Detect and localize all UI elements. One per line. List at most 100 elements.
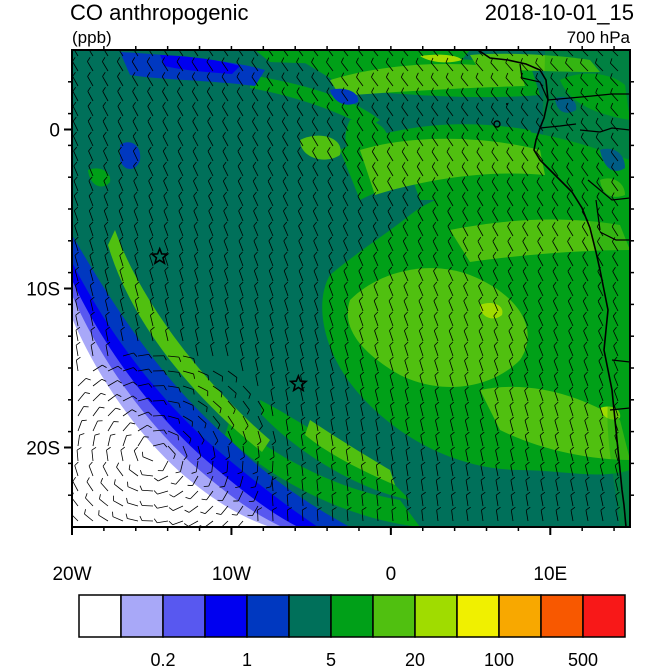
wind-barb <box>118 176 124 192</box>
wind-barb <box>551 207 559 222</box>
wind-barb <box>170 475 184 485</box>
colorbar-box <box>246 594 290 638</box>
wind-barb <box>195 341 200 357</box>
wind-barb <box>523 296 529 312</box>
wind-barb <box>567 281 574 297</box>
wind-barb <box>461 117 469 132</box>
wind-barb <box>476 117 484 132</box>
wind-barb <box>521 192 529 207</box>
wind-barb <box>132 146 139 162</box>
wind-barb <box>270 401 276 417</box>
wind-barb <box>118 146 124 162</box>
wind-barb <box>251 87 259 102</box>
wind-barb <box>104 281 110 297</box>
wind-barb <box>600 506 606 522</box>
wind-barb <box>535 117 544 132</box>
wind-barb <box>161 57 169 72</box>
wind-barb <box>445 72 454 87</box>
wind-barb <box>403 266 409 282</box>
wind-barb <box>376 491 382 507</box>
wind-barb <box>314 326 319 342</box>
wind-barb <box>451 506 456 522</box>
wind-barb <box>297 161 304 177</box>
wind-barb <box>434 356 439 372</box>
wind-barb <box>344 371 350 387</box>
wind-barb <box>164 311 170 327</box>
wind-barb <box>301 477 307 492</box>
wind-barb <box>418 281 424 297</box>
wind-barb <box>401 132 409 147</box>
wind-barb <box>224 326 230 342</box>
wind-barb <box>386 147 394 162</box>
wind-barb <box>236 102 244 117</box>
colorbar-box <box>204 594 248 638</box>
wind-barb <box>122 352 138 357</box>
wind-barb <box>179 251 184 267</box>
wind-barb <box>119 251 124 267</box>
wind-barb <box>555 491 561 507</box>
wind-barb <box>492 236 499 252</box>
wind-barb <box>74 281 80 297</box>
wind-barb <box>492 251 499 267</box>
wind-barb <box>402 192 409 207</box>
wind-barb <box>581 50 589 57</box>
wind-barb <box>417 50 424 57</box>
wind-barb <box>420 476 426 492</box>
wind-barb <box>460 87 469 102</box>
wind-barb <box>285 386 290 402</box>
wind-barb <box>268 221 274 237</box>
wind-barb <box>371 147 379 162</box>
wind-barb <box>137 411 153 417</box>
wind-barb <box>312 206 319 222</box>
wind-barb <box>239 311 244 327</box>
wind-barb <box>77 419 87 432</box>
wind-barb <box>208 50 214 57</box>
wind-barb <box>283 236 289 252</box>
wind-barb <box>447 221 454 237</box>
wind-barb <box>553 341 559 357</box>
wind-barb <box>614 401 619 417</box>
wind-barb <box>206 72 214 87</box>
wind-barb <box>491 132 499 147</box>
wind-barb <box>433 281 439 297</box>
wind-barb <box>84 509 94 522</box>
wind-barb <box>449 401 455 417</box>
wind-barb <box>417 221 424 237</box>
wind-barb <box>284 356 290 372</box>
wind-barb <box>493 281 499 297</box>
wind-barb <box>448 341 454 357</box>
wind-barb <box>463 311 469 327</box>
wind-barb <box>583 386 589 402</box>
wind-barb <box>90 341 96 357</box>
wind-barb <box>209 311 215 327</box>
wind-barb <box>152 370 167 376</box>
wind-barb <box>167 400 181 409</box>
wind-barb <box>611 207 619 222</box>
wind-barb <box>267 460 274 475</box>
wind-barb <box>227 385 237 399</box>
wind-barb <box>449 386 454 402</box>
wind-barb <box>566 147 574 162</box>
colorbar-box <box>540 594 584 638</box>
wind-barb <box>222 102 229 117</box>
wind-barb <box>315 371 320 387</box>
wind-barb <box>596 162 604 177</box>
wind-barb <box>328 236 334 252</box>
wind-barb <box>149 266 154 282</box>
wind-barb <box>550 58 559 72</box>
wind-barb <box>584 416 589 432</box>
wind-barb <box>133 446 139 462</box>
wind-barb <box>272 507 278 522</box>
wind-barb <box>552 281 559 297</box>
wind-barb <box>461 177 469 192</box>
wind-barb <box>568 311 574 327</box>
wind-barb <box>148 176 154 192</box>
wind-barb <box>102 101 109 117</box>
wind-barb <box>223 236 229 252</box>
wind-barb <box>505 87 514 102</box>
wind-barb <box>257 415 263 431</box>
wind-barb <box>389 386 395 402</box>
wind-barb <box>390 461 396 477</box>
wind-barb <box>162 116 169 132</box>
wind-barb <box>405 416 410 432</box>
